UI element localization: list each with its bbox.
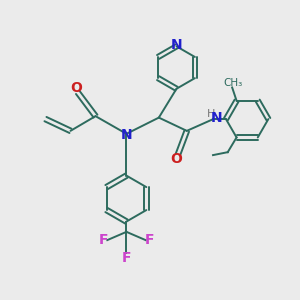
Text: O: O xyxy=(171,152,182,166)
Text: N: N xyxy=(171,38,182,52)
Text: N: N xyxy=(121,128,133,142)
Text: O: O xyxy=(70,81,82,95)
Text: H: H xyxy=(207,109,215,119)
Text: F: F xyxy=(145,232,154,247)
Text: F: F xyxy=(98,232,108,247)
Text: F: F xyxy=(122,251,131,266)
Text: CH₃: CH₃ xyxy=(223,78,242,88)
Text: N: N xyxy=(211,112,223,125)
